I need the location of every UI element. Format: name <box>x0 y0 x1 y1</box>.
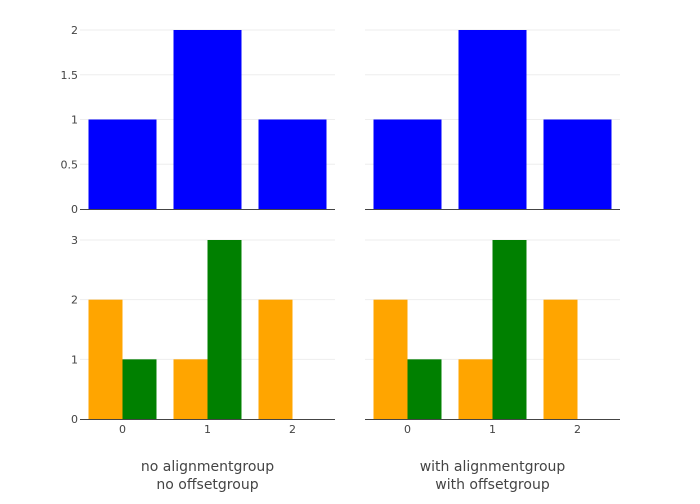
bar-row1-panel1-series0-cat2 <box>543 299 578 419</box>
bar-row1-panel1-series0-cat0 <box>373 299 408 419</box>
bar-row1-panel0-series0-cat0 <box>88 299 123 419</box>
bar-row1-panel0-series1-cat1 <box>207 240 242 419</box>
bar-row0-panel1-series0-cat0 <box>373 119 442 209</box>
bar-row0-panel0-series0-cat2 <box>258 119 327 209</box>
y-tick-label-row0-1: 0.5 <box>61 158 79 171</box>
y-tick-label-row1-0: 0 <box>71 413 78 426</box>
x-axis-title-panel1-line0: with alignmentgroup <box>420 459 566 475</box>
x-axis-title-panel0-line1: no offsetgroup <box>156 477 258 493</box>
bar-row1-panel0-series0-cat1 <box>173 359 208 419</box>
y-tick-label-row0-4: 2 <box>71 24 78 37</box>
x-axis-title-panel0-line0: no alignmentgroup <box>141 459 274 475</box>
x-tick-label-panel0-0: 0 <box>119 423 126 436</box>
bar-row1-panel1-series1-cat0 <box>407 359 442 419</box>
bar-row0-panel1-series0-cat2 <box>543 119 612 209</box>
y-tick-label-row1-1: 1 <box>71 353 78 366</box>
bar-row0-panel0-series0-cat1 <box>173 30 242 209</box>
x-tick-label-panel0-2: 2 <box>289 423 296 436</box>
y-tick-label-row1-3: 3 <box>71 234 78 247</box>
x-tick-label-panel0-1: 1 <box>204 423 211 436</box>
x-axis-title-panel1-line1: with offsetgroup <box>435 477 550 493</box>
y-tick-label-row0-0: 0 <box>71 203 78 216</box>
y-tick-label-row0-2: 1 <box>71 114 78 127</box>
x-tick-label-panel1-1: 1 <box>489 423 496 436</box>
bar-row1-panel1-series1-cat1 <box>492 240 527 419</box>
bar-row0-panel0-series0-cat0 <box>88 119 157 209</box>
y-tick-label-row0-3: 1.5 <box>61 69 79 82</box>
y-tick-label-row1-2: 2 <box>71 294 78 307</box>
x-tick-label-panel1-2: 2 <box>574 423 581 436</box>
bar-row1-panel0-series1-cat0 <box>122 359 157 419</box>
bar-row1-panel0-series0-cat2 <box>258 299 293 419</box>
bar-row0-panel1-series0-cat1 <box>458 30 527 209</box>
bar-row1-panel1-series0-cat1 <box>458 359 493 419</box>
x-tick-label-panel1-0: 0 <box>404 423 411 436</box>
